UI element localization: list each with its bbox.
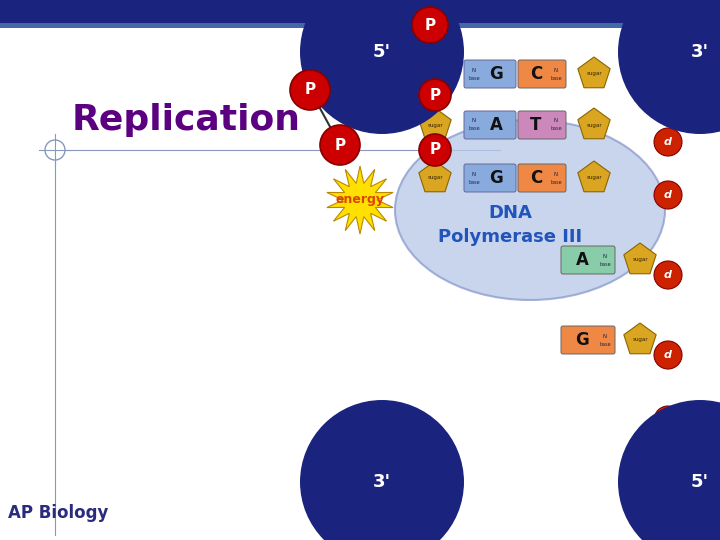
Text: N: N (472, 172, 476, 177)
Circle shape (654, 128, 682, 156)
Text: d: d (664, 350, 672, 360)
Text: 3': 3' (373, 473, 391, 491)
Bar (0, 0, 720, 25)
Circle shape (419, 79, 451, 111)
Text: sugar: sugar (427, 123, 443, 127)
Polygon shape (327, 166, 393, 234)
Circle shape (419, 134, 451, 166)
Polygon shape (624, 243, 656, 274)
Text: base: base (468, 126, 480, 132)
Circle shape (290, 70, 330, 110)
Circle shape (654, 181, 682, 209)
Text: sugar: sugar (586, 71, 602, 77)
Text: d: d (664, 137, 672, 147)
Text: C: C (530, 169, 542, 187)
Circle shape (654, 341, 682, 369)
Text: base: base (599, 341, 611, 347)
FancyBboxPatch shape (561, 326, 615, 354)
Text: A: A (490, 116, 503, 134)
Circle shape (654, 468, 682, 496)
FancyBboxPatch shape (518, 111, 566, 139)
Text: 5': 5' (373, 43, 391, 61)
FancyBboxPatch shape (561, 246, 615, 274)
Text: base: base (550, 76, 562, 80)
FancyBboxPatch shape (464, 111, 516, 139)
Polygon shape (578, 161, 610, 192)
Text: 3': 3' (691, 43, 709, 61)
Text: G: G (489, 65, 503, 83)
Circle shape (654, 261, 682, 289)
Circle shape (320, 125, 360, 165)
Text: P: P (424, 17, 436, 32)
Ellipse shape (395, 120, 665, 300)
Text: base: base (468, 179, 480, 185)
Text: d: d (664, 415, 672, 425)
Text: d: d (664, 270, 672, 280)
Bar (0, 23, 720, 28)
Text: N: N (472, 118, 476, 124)
Polygon shape (419, 57, 451, 88)
Text: A: A (575, 251, 588, 269)
Polygon shape (419, 161, 451, 192)
Text: d: d (664, 477, 672, 487)
Text: N: N (554, 118, 558, 124)
Text: C: C (530, 65, 542, 83)
Text: base: base (599, 261, 611, 267)
Circle shape (654, 76, 682, 104)
Text: P: P (334, 138, 346, 152)
Text: sugar: sugar (427, 71, 443, 77)
Circle shape (654, 406, 682, 434)
Text: base: base (550, 179, 562, 185)
Text: N: N (554, 172, 558, 177)
Text: sugar: sugar (632, 338, 648, 342)
Polygon shape (419, 108, 451, 139)
Text: P: P (429, 87, 441, 103)
Text: DNA
Polymerase III: DNA Polymerase III (438, 204, 582, 246)
Polygon shape (578, 108, 610, 139)
Text: sugar: sugar (586, 123, 602, 127)
Text: P: P (305, 83, 315, 98)
Polygon shape (578, 57, 610, 88)
Polygon shape (624, 323, 656, 354)
FancyBboxPatch shape (518, 60, 566, 88)
Text: N: N (603, 334, 607, 339)
Text: N: N (472, 68, 476, 72)
FancyBboxPatch shape (464, 60, 516, 88)
Text: energy: energy (336, 193, 384, 206)
Text: Replication: Replication (72, 103, 301, 137)
Text: sugar: sugar (427, 176, 443, 180)
Text: N: N (554, 68, 558, 72)
Text: G: G (575, 331, 589, 349)
Circle shape (412, 7, 448, 43)
FancyBboxPatch shape (464, 164, 516, 192)
Text: d: d (664, 85, 672, 95)
Text: AP Biology: AP Biology (8, 504, 109, 522)
Text: base: base (550, 126, 562, 132)
Text: 5': 5' (691, 473, 709, 491)
Text: P: P (429, 143, 441, 158)
Text: G: G (489, 169, 503, 187)
FancyBboxPatch shape (518, 164, 566, 192)
Text: base: base (468, 76, 480, 80)
Text: N: N (603, 253, 607, 259)
Text: sugar: sugar (586, 176, 602, 180)
Text: d: d (664, 190, 672, 200)
Text: T: T (531, 116, 541, 134)
Text: sugar: sugar (632, 258, 648, 262)
